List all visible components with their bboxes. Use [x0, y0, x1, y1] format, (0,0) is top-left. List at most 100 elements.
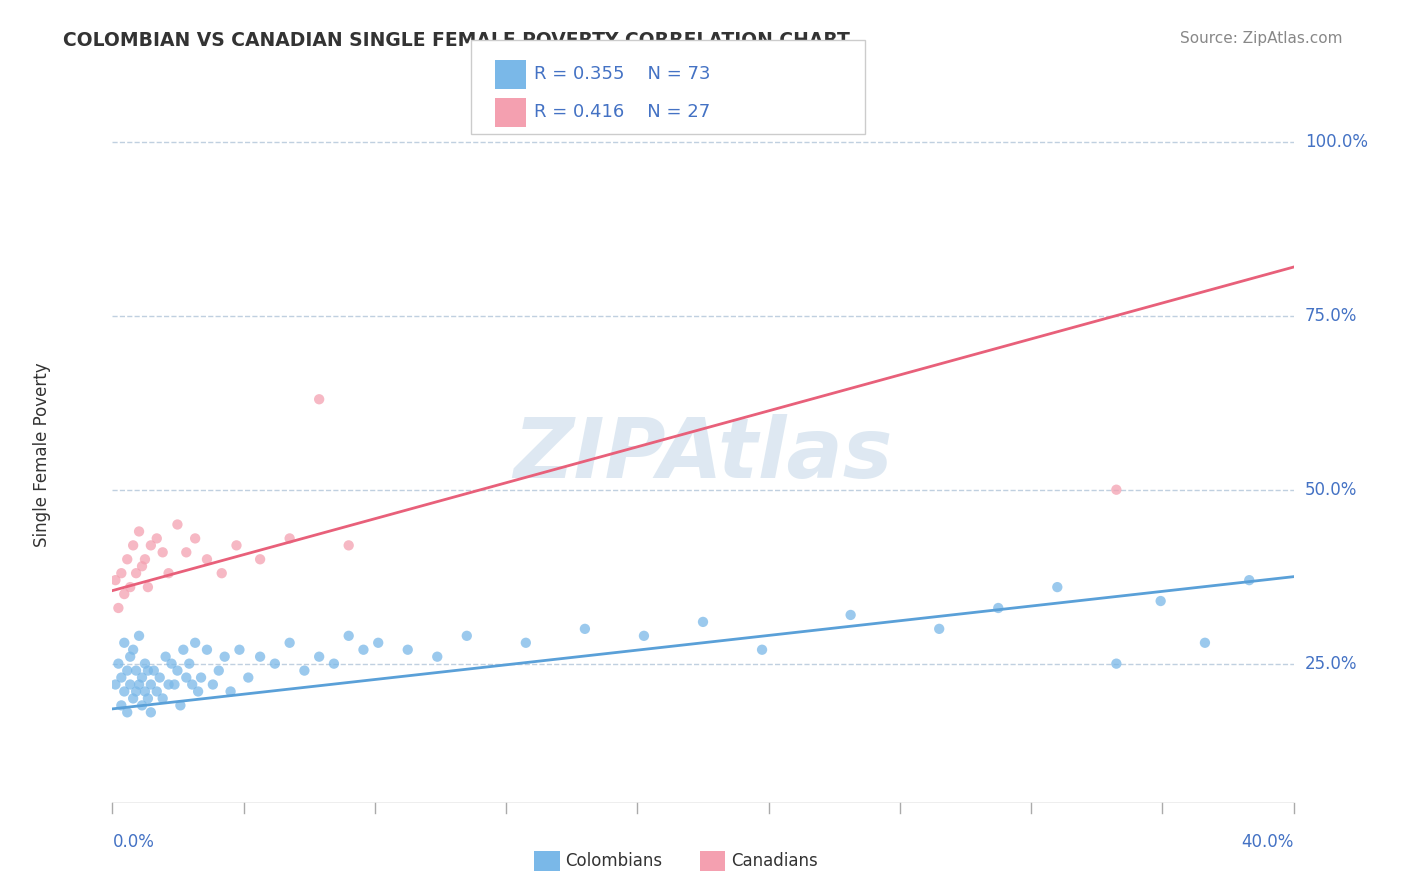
Point	[125, 684, 148, 698]
Point	[110, 698, 132, 713]
Point	[125, 566, 148, 581]
Point	[136, 691, 159, 706]
Point	[1105, 657, 1128, 671]
Point	[112, 636, 135, 650]
Text: COLOMBIAN VS CANADIAN SINGLE FEMALE POVERTY CORRELATION CHART: COLOMBIAN VS CANADIAN SINGLE FEMALE POVE…	[63, 31, 851, 50]
Point	[136, 580, 159, 594]
Text: ZIPAtlas: ZIPAtlas	[513, 415, 893, 495]
Point	[131, 671, 153, 685]
Point	[396, 642, 419, 657]
Point	[195, 642, 218, 657]
Point	[367, 636, 389, 650]
Point	[166, 664, 188, 678]
Point	[149, 671, 172, 685]
Point	[201, 677, 224, 691]
Point	[169, 698, 191, 713]
Point	[131, 698, 153, 713]
Text: 0.0%: 0.0%	[112, 833, 155, 851]
Point	[456, 629, 478, 643]
Point	[219, 684, 242, 698]
Point	[308, 649, 330, 664]
Point	[352, 642, 374, 657]
Point	[117, 552, 138, 566]
Point	[174, 671, 197, 685]
Text: 50.0%: 50.0%	[1305, 481, 1357, 499]
Point	[160, 657, 183, 671]
Point	[692, 615, 714, 629]
Point	[179, 657, 201, 671]
Text: Single Female Poverty: Single Female Poverty	[32, 363, 51, 547]
Point	[104, 573, 127, 587]
Point	[131, 559, 153, 574]
Point	[574, 622, 596, 636]
Point	[157, 566, 180, 581]
Point	[139, 538, 162, 552]
Point	[1046, 580, 1069, 594]
Text: R = 0.355    N = 73: R = 0.355 N = 73	[534, 65, 711, 83]
Point	[120, 649, 142, 664]
Point	[128, 677, 150, 691]
Point	[1105, 483, 1128, 497]
Point	[264, 657, 287, 671]
Point	[139, 706, 162, 720]
Point	[839, 607, 862, 622]
Point	[122, 691, 145, 706]
Point	[166, 517, 188, 532]
Point	[146, 532, 169, 546]
Point	[125, 664, 148, 678]
Text: 40.0%: 40.0%	[1241, 833, 1294, 851]
Point	[142, 664, 165, 678]
Point	[278, 636, 301, 650]
Point	[146, 684, 169, 698]
Point	[181, 677, 204, 691]
Point	[112, 587, 135, 601]
Point	[120, 580, 142, 594]
Point	[1150, 594, 1173, 608]
Text: Colombians: Colombians	[565, 852, 662, 870]
Point	[515, 636, 537, 650]
Point	[214, 649, 236, 664]
Point	[1194, 636, 1216, 650]
Point	[139, 677, 162, 691]
Text: 25.0%: 25.0%	[1305, 655, 1357, 673]
Point	[987, 601, 1010, 615]
Text: Source: ZipAtlas.com: Source: ZipAtlas.com	[1180, 31, 1343, 46]
Point	[117, 706, 138, 720]
Point	[1239, 573, 1261, 587]
Point	[195, 552, 218, 566]
Text: Canadians: Canadians	[731, 852, 818, 870]
Text: 100.0%: 100.0%	[1305, 133, 1368, 151]
Point	[174, 545, 197, 559]
Point	[225, 538, 247, 552]
Point	[323, 657, 346, 671]
Point	[128, 524, 150, 539]
Point	[928, 622, 950, 636]
Point	[337, 538, 360, 552]
Text: R = 0.416    N = 27: R = 0.416 N = 27	[534, 103, 710, 121]
Point	[110, 566, 132, 581]
Point	[308, 392, 330, 407]
Point	[110, 671, 132, 685]
Point	[107, 657, 129, 671]
Point	[228, 642, 250, 657]
Point	[134, 684, 156, 698]
Point	[122, 538, 145, 552]
Point	[184, 532, 207, 546]
Point	[107, 601, 129, 615]
Point	[134, 552, 156, 566]
Point	[249, 649, 271, 664]
Point	[633, 629, 655, 643]
Point	[184, 636, 207, 650]
Point	[152, 691, 174, 706]
Point	[163, 677, 186, 691]
Point	[249, 552, 271, 566]
Point	[104, 677, 127, 691]
Point	[134, 657, 156, 671]
Point	[426, 649, 449, 664]
Point	[172, 642, 194, 657]
Point	[117, 664, 138, 678]
Point	[751, 642, 773, 657]
Point	[155, 649, 177, 664]
Point	[278, 532, 301, 546]
Point	[152, 545, 174, 559]
